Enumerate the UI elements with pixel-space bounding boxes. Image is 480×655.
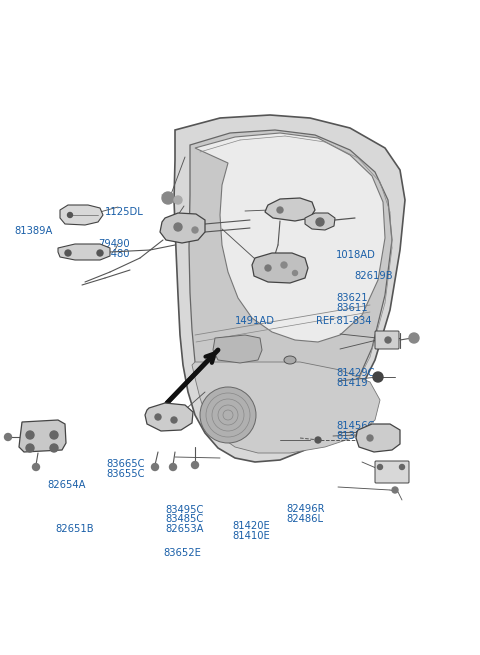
Text: 83495C: 83495C bbox=[166, 504, 204, 515]
Circle shape bbox=[192, 462, 199, 468]
Polygon shape bbox=[58, 244, 110, 260]
Circle shape bbox=[315, 437, 321, 443]
Polygon shape bbox=[213, 335, 262, 363]
Text: 82486L: 82486L bbox=[286, 514, 323, 524]
Text: 82653A: 82653A bbox=[166, 524, 204, 534]
Circle shape bbox=[171, 417, 177, 423]
Circle shape bbox=[292, 271, 298, 276]
Circle shape bbox=[50, 431, 58, 439]
Polygon shape bbox=[160, 213, 205, 243]
Text: 1125DL: 1125DL bbox=[105, 207, 144, 217]
Text: 81350B: 81350B bbox=[336, 431, 374, 441]
Circle shape bbox=[26, 431, 34, 439]
Circle shape bbox=[200, 387, 256, 443]
Polygon shape bbox=[192, 362, 380, 453]
Text: 81389A: 81389A bbox=[14, 225, 53, 236]
Circle shape bbox=[281, 262, 287, 268]
Text: 1018AD: 1018AD bbox=[336, 250, 376, 261]
Circle shape bbox=[377, 464, 383, 470]
Text: 82651B: 82651B bbox=[55, 524, 94, 534]
Polygon shape bbox=[189, 130, 392, 450]
Text: 83611: 83611 bbox=[336, 303, 368, 313]
Circle shape bbox=[316, 218, 324, 226]
Polygon shape bbox=[252, 253, 308, 283]
Text: 82619B: 82619B bbox=[354, 271, 393, 282]
Circle shape bbox=[174, 223, 182, 231]
FancyBboxPatch shape bbox=[375, 331, 399, 349]
Polygon shape bbox=[305, 213, 335, 230]
Text: 83655C: 83655C bbox=[107, 469, 145, 479]
Circle shape bbox=[65, 250, 71, 256]
Circle shape bbox=[399, 464, 405, 470]
Circle shape bbox=[4, 434, 12, 441]
Circle shape bbox=[152, 464, 158, 470]
Text: REF.81-834: REF.81-834 bbox=[316, 316, 372, 326]
Text: 83665C: 83665C bbox=[107, 459, 145, 470]
Circle shape bbox=[367, 435, 373, 441]
Polygon shape bbox=[195, 133, 385, 342]
Polygon shape bbox=[145, 403, 193, 431]
Text: 82496R: 82496R bbox=[286, 504, 324, 514]
Circle shape bbox=[174, 196, 182, 204]
Circle shape bbox=[277, 207, 283, 213]
Text: 83485C: 83485C bbox=[166, 514, 204, 525]
Text: 81410E: 81410E bbox=[233, 531, 271, 541]
Circle shape bbox=[409, 333, 419, 343]
Polygon shape bbox=[19, 420, 66, 452]
Circle shape bbox=[265, 265, 271, 271]
Text: 81429C: 81429C bbox=[336, 367, 374, 378]
Polygon shape bbox=[60, 205, 103, 225]
Text: 81419: 81419 bbox=[336, 377, 368, 388]
Circle shape bbox=[33, 464, 39, 470]
Circle shape bbox=[192, 227, 198, 233]
Text: 83652E: 83652E bbox=[163, 548, 201, 559]
Text: 81420E: 81420E bbox=[233, 521, 271, 531]
Circle shape bbox=[162, 192, 174, 204]
FancyBboxPatch shape bbox=[375, 461, 409, 483]
Text: 79480: 79480 bbox=[98, 249, 130, 259]
Ellipse shape bbox=[284, 356, 296, 364]
Polygon shape bbox=[174, 115, 405, 462]
Circle shape bbox=[97, 250, 103, 256]
Text: 82654A: 82654A bbox=[47, 480, 85, 491]
Circle shape bbox=[385, 337, 391, 343]
Circle shape bbox=[169, 464, 177, 470]
Circle shape bbox=[26, 444, 34, 452]
Circle shape bbox=[50, 444, 58, 452]
Circle shape bbox=[68, 212, 72, 217]
Text: 81456C: 81456C bbox=[336, 421, 374, 432]
Text: 79490: 79490 bbox=[98, 239, 130, 250]
Polygon shape bbox=[356, 424, 400, 452]
Text: 1491AD: 1491AD bbox=[235, 316, 275, 326]
Circle shape bbox=[155, 414, 161, 420]
Circle shape bbox=[373, 372, 383, 382]
Circle shape bbox=[392, 487, 398, 493]
Polygon shape bbox=[265, 198, 315, 221]
Text: 83621: 83621 bbox=[336, 293, 368, 303]
